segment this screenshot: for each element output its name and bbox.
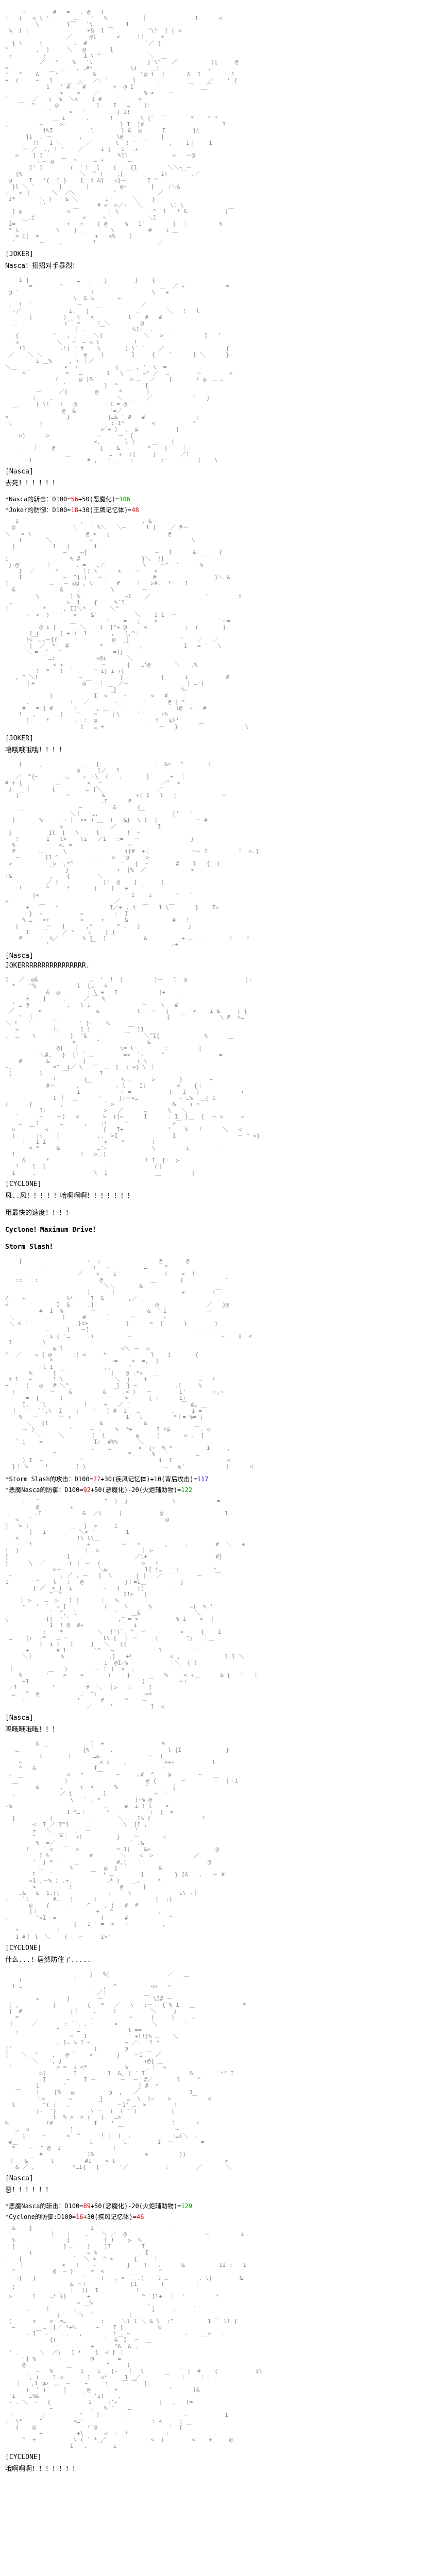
roll-total: 129 — [181, 2202, 192, 2210]
speaker-label: [Nasca] — [5, 2175, 434, 2182]
dice-roll: *恶魔Nasca的斩击：D100=89+50(恶魔化)-20(火炬辅助物)=12… — [5, 2201, 434, 2210]
roll-prefix: *恶魔Nasca的防御：D100= — [5, 1486, 83, 1494]
roll-d100: 56 — [71, 496, 78, 503]
roll-d100: 16 — [76, 2213, 83, 2221]
roll-d100: 92 — [83, 1486, 90, 1494]
roll-modifiers: +50(恶魔化)-20(火炬辅助物)= — [91, 1486, 181, 1494]
dialogue-text: 什么...！居然防住了..... — [5, 1954, 434, 1964]
speaker-label: [CYCLONE] — [5, 1944, 434, 1952]
dialogue-extra: 用最快的速度！！！！ — [5, 1207, 434, 1217]
roll-prefix: *Nasca的斩击：D100= — [5, 496, 71, 503]
roll-prefix: *Cyclone的防御:D100= — [5, 2213, 76, 2221]
ascii-art-panel: { , ＿ [ ' &=￣ ^ : @ ]／ l ／ ^{~ … = ｜\ ( … — [5, 761, 434, 948]
dice-roll: *恶魔Nasca的防御：D100=92+50(恶魔化)-20(火炬辅助物)=12… — [5, 1485, 434, 1494]
dialogue-text: Nasca！招招对手暴烈！ — [5, 260, 434, 270]
dialogue-extra: Cyclone！Maximum Drive！ — [5, 1224, 434, 1234]
roll-modifiers: +50(恶魔化)= — [78, 496, 119, 503]
ascii-art-panel: [ + : @ @ ￣ : + … * ／ > i ( < ! :: ￣ : @ — [5, 1258, 434, 1470]
roll-d100: 27 — [93, 1476, 100, 1483]
ascii-art-panel: & } I ｜ ｜ . ＼ ／ @ ￣ － i % ] l ! > % — [5, 2225, 434, 2449]
dialogue-text: 哦啊啊啊！！！！！！！ — [5, 2463, 434, 2473]
speaker-label: [Nasca] — [5, 952, 434, 960]
speaker-label: [CYCLONE] — [5, 1180, 434, 1188]
dialogue-text: 恶！！！！！！ — [5, 2184, 434, 2194]
roll-total: 122 — [181, 1486, 192, 1494]
roll-prefix: *恶魔Nasca的斩击：D100= — [5, 2202, 83, 2210]
roll-d100: 18 — [71, 506, 78, 514]
speaker-label: [Nasca] — [5, 1714, 434, 1722]
dialogue-text: 去死！！！！！！ — [5, 478, 434, 487]
speaker-label: [JOKER] — [5, 735, 434, 742]
roll-total: 106 — [119, 496, 130, 503]
story-content: ~ # = . @ ) : i < \ ' … ' % ｜ l < \ }￣ `… — [5, 9, 434, 2473]
roll-d100: 89 — [83, 2202, 90, 2210]
dialogue-extra: Storm Slash！ — [5, 1241, 434, 1251]
roll-prefix: *Joker的防御：D100= — [5, 506, 71, 514]
ascii-art-panel: 1 ／ @& … ' ! i )－ l @ ): * '% l {… > & @… — [5, 977, 434, 1176]
dialogue-text: 风..风！！！！！哈啊啊啊！！！！！！！ — [5, 1190, 434, 1200]
roll-prefix: *Storm Slash的攻击：D100= — [5, 1476, 93, 1483]
speaker-label: [CYCLONE] — [5, 2453, 434, 2461]
ascii-art-panel: ~ # = . @ ) : i < \ ' … ' % ｜ l < \ }￣ `… — [5, 9, 434, 246]
dice-roll: *Storm Slash的攻击：D100=27+30(疾风记忆体)+10(背后攻… — [5, 1475, 434, 1483]
roll-modifiers: +30(疾风记忆体)= — [83, 2213, 137, 2221]
ascii-art-panel: ￣ ] %( ／ ＿ ! ` i … ＿ , ^ << = ／: — [5, 1971, 434, 2171]
dialogue-text: 呜哦哦哦哦！！！ — [5, 1724, 434, 1734]
dice-roll: *Nasca的斩击：D100=56+50(恶魔化)=106 — [5, 495, 434, 503]
dialogue-text: 唔哦哦哦哦！！！！ — [5, 744, 434, 754]
ascii-art-panel: & [ + % … ￣ {% . l {I } l ｜ …& － ] ~ ＿< … — [5, 1741, 434, 1940]
roll-total: 46 — [137, 2213, 144, 2221]
dialogue-text: JOKERRRRRRRRRRRRRRRR. — [5, 962, 434, 970]
dice-roll: *Joker的防御：D100=18+30(王牌记忆体)=48 — [5, 505, 434, 514]
speaker-label: [JOKER] — [5, 250, 434, 258]
roll-total: 117 — [197, 1476, 209, 1483]
ascii-art-panel: . ^ ^ ) } \ = @ + ＿ .I & ／( ) @ 1 < ` — [5, 1498, 434, 1710]
roll-modifiers: +50(恶魔化)-20(火炬辅助物)= — [91, 2202, 181, 2210]
roll-modifiers: +30(疾风记忆体)+10(背后攻击)= — [100, 1476, 197, 1483]
ascii-art-panel: 1 ] … } } { = ^ ｜ ￣ ＿ ／ + = @ ` ! \ + \ … — [5, 277, 434, 464]
ascii-art-panel: I , , & @ l ` %＼ ＼~ l [ ／ #－ ＼ > \ @ > {… — [5, 518, 434, 730]
roll-modifiers: +30(王牌记忆体)= — [78, 506, 131, 514]
speaker-label: [Nasca] — [5, 468, 434, 476]
roll-total: 48 — [131, 506, 139, 514]
dice-roll: *Cyclone的防御:D100=16+30(疾风记忆体)=46 — [5, 2212, 434, 2221]
